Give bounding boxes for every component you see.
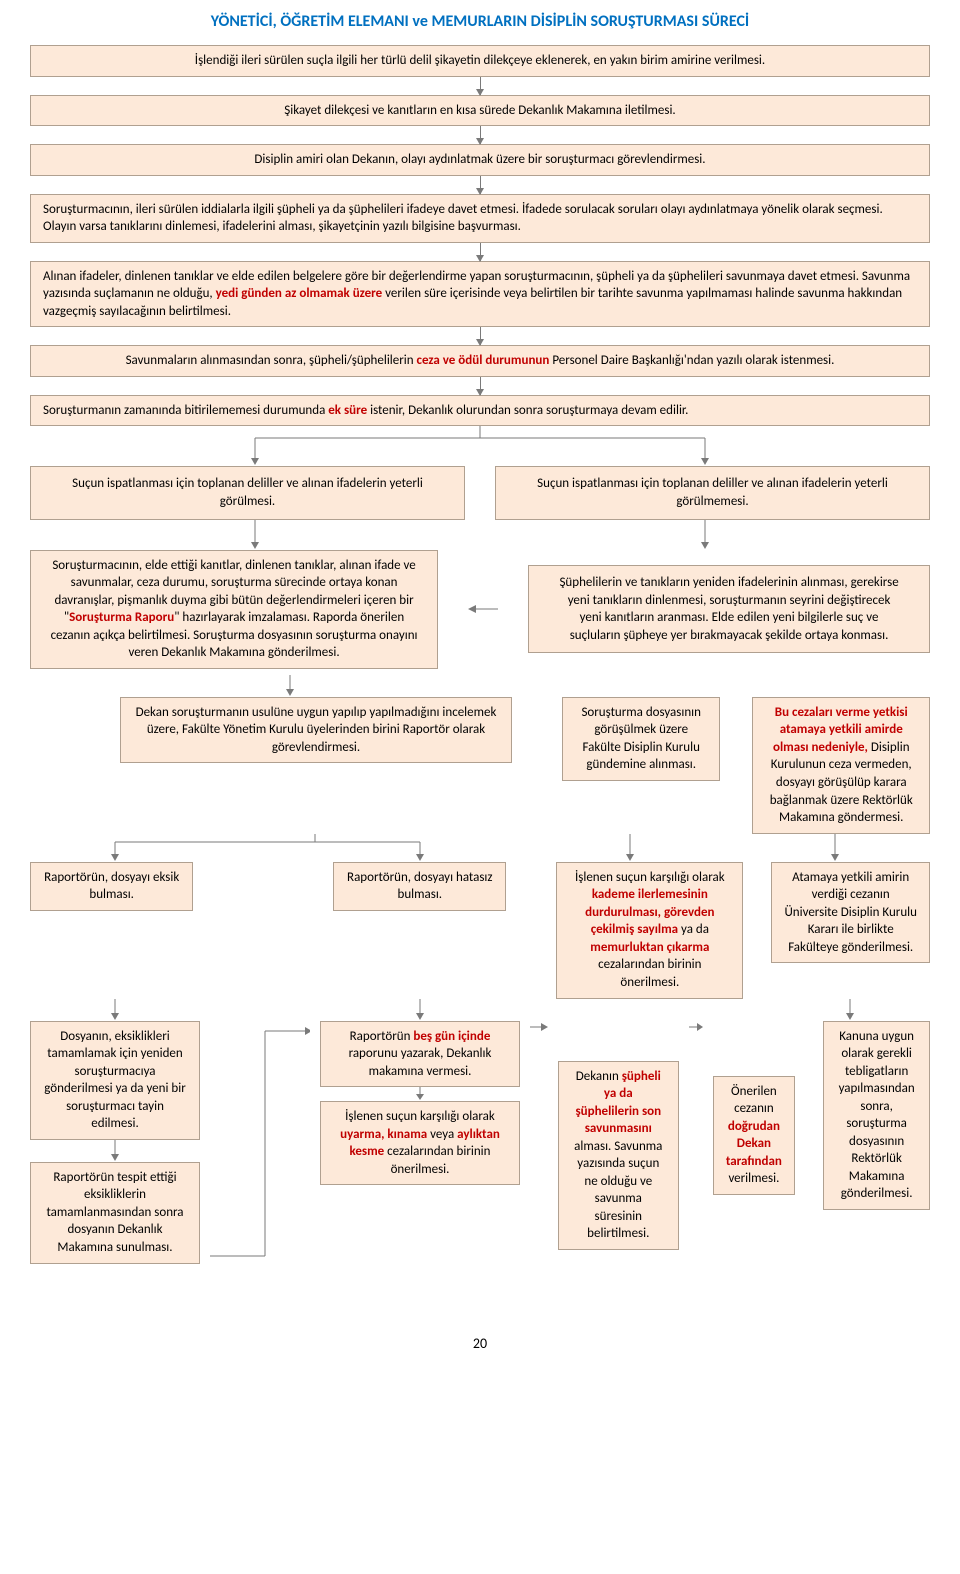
arrow-icon	[480, 243, 481, 261]
step-20: Kanuna uygun olarak gerekli tebligatları…	[823, 1021, 930, 1210]
step-2: Şikayet dilekçesi ve kanıtların en kısa …	[30, 95, 930, 127]
step-6: Savunmaların alınmasından sonra, şüpheli…	[30, 345, 930, 377]
page-title: YÖNETİCİ, ÖĞRETİM ELEMANI ve MEMURLARIN …	[30, 12, 930, 31]
step-4: Soruşturmacının, ileri sürülen iddialarl…	[30, 194, 930, 243]
step-12-left: Dosyanın, eksiklikleri tamamlamak için y…	[30, 1021, 200, 1140]
step-19: Atamaya yetkili amirin verdiği cezanın Ü…	[771, 862, 930, 964]
arrow-icon	[480, 377, 481, 395]
step-15: Önerilen cezanın doğrudan Dekan tarafınd…	[713, 1076, 796, 1195]
step-16: Soruşturma dosyasının görüşülmek üzere F…	[562, 697, 720, 781]
step-13-left: Raportörün tespit ettiği eksikliklerin t…	[30, 1162, 200, 1264]
connector-icon	[30, 675, 930, 697]
step-17: İşlenen suçun karşılığı olarak kademe il…	[556, 862, 743, 999]
step-10: Dekan soruşturmanın usulüne uygun yapılı…	[120, 697, 512, 764]
arrow-icon	[480, 176, 481, 194]
step-7: Soruşturmanın zamanında bitirilememesi d…	[30, 395, 930, 427]
page-number: 20	[30, 1335, 930, 1352]
split-connector-icon	[30, 426, 930, 466]
step-12-right: Raportörün beş gün içinde raporunu yazar…	[320, 1021, 520, 1088]
connector-icon	[30, 520, 930, 550]
arrow-icon	[480, 327, 481, 345]
connector-icon	[30, 834, 930, 862]
step-11-left: Raportörün, dosyayı eksik bulması.	[30, 862, 193, 911]
connector-icon	[30, 1264, 930, 1265]
step-3: Disiplin amiri olan Dekanın, olayı aydın…	[30, 144, 930, 176]
arrow-right-icon	[689, 1021, 703, 1033]
step-5: Alınan ifadeler, dinlenen tanıklar ve el…	[30, 261, 930, 328]
arrow-icon	[480, 126, 481, 144]
arrow-left-icon	[468, 603, 498, 615]
step-1: İşlendiği ileri sürülen suçla ilgili her…	[30, 45, 930, 77]
step-8-right: Suçun ispatlanması için toplanan delille…	[495, 466, 930, 519]
arrow-icon	[480, 77, 481, 95]
arrow-icon	[320, 1087, 520, 1101]
step-13-right: İşlenen suçun karşılığı olarak uyarma, k…	[320, 1101, 520, 1185]
connector-icon	[30, 999, 930, 1021]
step-14: Dekanın şüpheli ya da şüphelilerin son s…	[558, 1061, 679, 1250]
step-9-right: Şüphelilerin ve tanıkların yeniden ifade…	[528, 565, 930, 653]
step-8-left: Suçun ispatlanması için toplanan delille…	[30, 466, 465, 519]
arrow-right-icon	[530, 1021, 548, 1033]
connector-icon	[210, 1021, 310, 1281]
arrow-icon	[30, 1140, 200, 1162]
step-11-right: Raportörün, dosyayı hatasız bulması.	[333, 862, 506, 911]
step-9-left: Soruşturmacının, elde ettiği kanıtlar, d…	[30, 550, 438, 669]
step-18: Bu cezaları verme yetkisi atamaya yetkil…	[752, 697, 930, 834]
